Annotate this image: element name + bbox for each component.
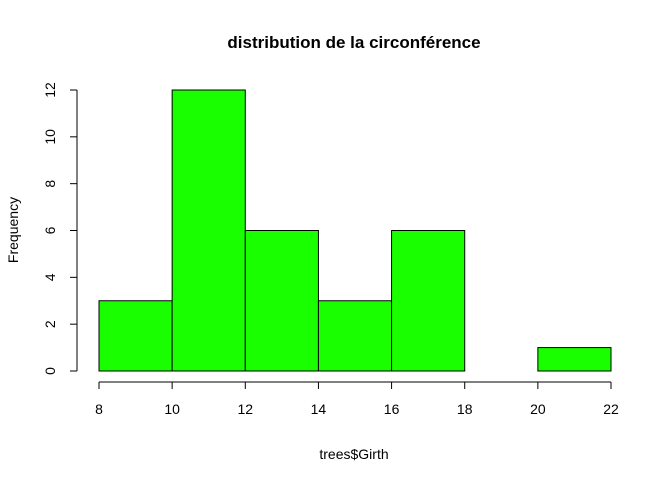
histogram-bar xyxy=(171,89,246,372)
bars-group xyxy=(98,89,612,372)
histogram-bar xyxy=(317,300,393,372)
x-tick-label: 20 xyxy=(530,401,546,417)
y-tick-label: 2 xyxy=(42,320,58,328)
chart-title: distribution de la circonférence xyxy=(227,33,480,52)
histogram-bar xyxy=(98,300,173,372)
y-tick-label: 8 xyxy=(42,180,58,188)
x-tick-label: 14 xyxy=(311,401,327,417)
y-tick-label: 10 xyxy=(42,129,58,145)
x-tick-label: 16 xyxy=(384,401,400,417)
x-tick-label: 18 xyxy=(457,401,473,417)
y-tick-label: 0 xyxy=(42,367,58,375)
y-tick-label: 12 xyxy=(42,82,58,98)
x-axis-label: trees$Girth xyxy=(319,446,388,462)
histogram-bar xyxy=(537,347,612,372)
histogram-bar xyxy=(391,230,466,372)
x-axis: 8 10 12 14 16 18 20 22 xyxy=(95,381,619,417)
y-tick-label: 6 xyxy=(42,226,58,234)
y-tick-label: 4 xyxy=(42,273,58,281)
y-axis: 0 2 4 6 8 10 12 xyxy=(42,82,78,375)
histogram-bar xyxy=(244,230,319,372)
y-axis-label: Frequency xyxy=(5,197,21,263)
x-tick-label: 22 xyxy=(603,401,619,417)
x-tick-label: 12 xyxy=(237,401,253,417)
x-tick-label: 8 xyxy=(95,401,103,417)
x-tick-label: 10 xyxy=(164,401,180,417)
